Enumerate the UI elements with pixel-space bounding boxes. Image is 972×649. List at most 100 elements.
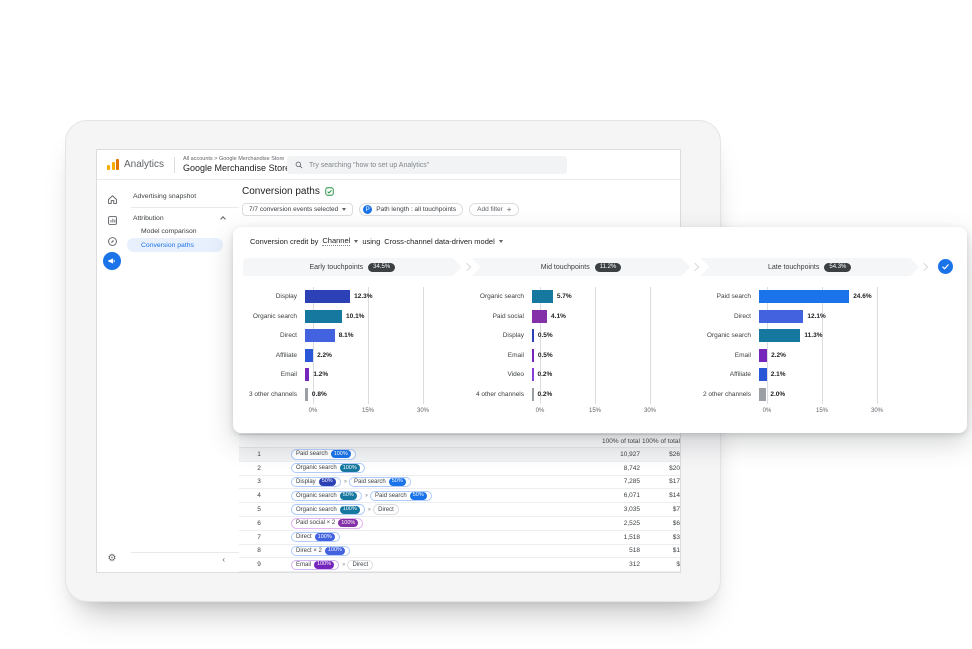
touchpoint-chart-3: Paid search 24.6% Direct 12.1% Organic searc… bbox=[701, 287, 928, 418]
add-filter-label: Add filter bbox=[477, 206, 503, 213]
path-chip[interactable]: Direct × 2 100% bbox=[291, 545, 350, 557]
row-index: 3 bbox=[257, 478, 261, 486]
touchpoint-tab-2[interactable]: Mid touchpoints 11.2% bbox=[472, 258, 691, 276]
row-index: 6 bbox=[257, 519, 261, 527]
revenue-value: $7 bbox=[672, 506, 680, 514]
path-length-filter-chip[interactable]: P Path length : all touchpoints bbox=[359, 203, 464, 216]
search-input[interactable]: Try searching "how to set up Analytics" bbox=[287, 156, 567, 174]
touchpoint-tab-1[interactable]: Early touchpoints 34.5% bbox=[243, 258, 462, 276]
account-switcher[interactable]: All accounts > Google Merchandise Store … bbox=[183, 156, 299, 173]
credit-badge: 50% bbox=[409, 491, 427, 500]
channel-label: 4 other channels bbox=[475, 390, 524, 398]
bar-track: 1.2% bbox=[305, 368, 415, 382]
advertising-icon[interactable] bbox=[103, 252, 121, 270]
path-chip-label: Organic search bbox=[296, 492, 337, 499]
sidebar-item-conversion-paths[interactable]: Conversion paths bbox=[127, 238, 223, 252]
path-chip[interactable]: Paid social × 2 100% bbox=[291, 518, 364, 529]
credit-label: Conversion credit by bbox=[250, 236, 319, 246]
bar bbox=[305, 329, 335, 343]
table-row[interactable]: 7 Direct 100% 1,518 $3 bbox=[239, 530, 680, 545]
gridline bbox=[767, 287, 768, 404]
bar bbox=[305, 290, 351, 304]
path-chip[interactable]: Direct bbox=[347, 559, 374, 571]
chevron-down-icon bbox=[354, 239, 359, 243]
path-chip[interactable]: Organic search 50% bbox=[291, 490, 362, 502]
table-row[interactable]: 1 Paid search 100% 10,927 $26 bbox=[239, 448, 680, 462]
revenue-value: $3 bbox=[672, 533, 680, 541]
analytics-app-window: Analytics All accounts > Google Merchand… bbox=[96, 149, 681, 573]
path-chip[interactable]: Paid search 50% bbox=[370, 490, 432, 502]
table-row[interactable]: 8 Direct × 2 100% 518 $1 bbox=[239, 544, 680, 559]
selected-check-icon[interactable] bbox=[938, 259, 953, 274]
reports-icon[interactable] bbox=[105, 213, 119, 227]
path-arrow-icon: ›› bbox=[342, 561, 346, 569]
conversions-value: 6,071 bbox=[623, 492, 640, 500]
sidebar-section-attribution[interactable]: Attribution bbox=[127, 212, 239, 225]
conversion-events-dropdown[interactable]: 7/7 conversion events selected bbox=[242, 203, 354, 216]
add-filter-button[interactable]: Add filter + bbox=[469, 203, 520, 216]
touchpoint-chart-2: Organic search 5.7% Paid social 4.1% Display… bbox=[474, 287, 701, 418]
plus-icon: + bbox=[506, 204, 512, 214]
row-index: 8 bbox=[257, 547, 261, 555]
bar-row: Affiliate 2.2% bbox=[247, 346, 474, 366]
bar bbox=[305, 348, 314, 362]
revenue-value: $17 bbox=[669, 478, 680, 486]
dimension-dropdown[interactable]: Channel bbox=[322, 236, 351, 246]
conversions-value: 2,525 bbox=[623, 519, 640, 527]
credit-badge: 100% bbox=[314, 560, 335, 569]
axis-tick-label: 0% bbox=[762, 408, 772, 414]
data-quality-icon[interactable] bbox=[325, 187, 334, 196]
path-chip[interactable]: Paid search 50% bbox=[349, 476, 411, 488]
bar-value-label: 12.3% bbox=[354, 293, 373, 301]
table-row[interactable]: 9 Email 100% ›› Direct 312 $ bbox=[239, 558, 680, 572]
conversions-value: 10,927 bbox=[620, 450, 640, 458]
path-chip[interactable]: Organic search 100% bbox=[291, 462, 365, 474]
path-arrow-icon: ›› bbox=[343, 478, 348, 486]
row-index: 7 bbox=[257, 533, 261, 541]
path-chip[interactable]: Direct bbox=[373, 504, 399, 515]
explore-icon[interactable] bbox=[105, 234, 119, 248]
bar bbox=[305, 387, 308, 401]
table-row[interactable]: 6 Paid social × 2 100% 2,525 $6 bbox=[239, 516, 680, 531]
bar bbox=[759, 290, 850, 304]
sidebar-item-advertising-snapshot[interactable]: Advertising snapshot bbox=[133, 193, 197, 200]
home-icon[interactable] bbox=[105, 192, 119, 206]
bar-value-label: 0.8% bbox=[311, 390, 327, 398]
path-chip[interactable]: Paid search 100% bbox=[291, 449, 356, 460]
bar-value-label: 2.0% bbox=[770, 390, 786, 398]
conversion-paths-table: 100% of total 100% of total 1 Paid search… bbox=[239, 434, 680, 572]
gridline bbox=[595, 287, 596, 404]
table-row[interactable]: 4 Organic search 50% ›› Paid search 50% 6,071 $… bbox=[239, 489, 680, 504]
credit-badge: 100% bbox=[314, 533, 335, 542]
table-row[interactable]: 5 Organic search 100% ›› Direct 3,035 $7 bbox=[239, 503, 680, 517]
touchpoint-tab-3[interactable]: Late touchpoints 54.3% bbox=[700, 258, 919, 276]
page-title: Conversion paths bbox=[242, 186, 320, 197]
settings-gear-icon[interactable]: ⚙ bbox=[107, 553, 117, 564]
bar-track: 2.2% bbox=[305, 348, 415, 362]
channel-label: 2 other channels bbox=[702, 390, 751, 398]
using-label: using bbox=[362, 236, 381, 246]
path-chip[interactable]: Direct 100% bbox=[291, 531, 340, 543]
table-row[interactable]: 3 Display 50% ›› Paid search 50% 7,285 $17 bbox=[239, 475, 680, 490]
path-cell: Organic search 100% ›› Direct bbox=[279, 504, 530, 515]
channel-label: Direct bbox=[734, 312, 751, 320]
credit-badge: 100% bbox=[339, 464, 360, 473]
channel-label: Display bbox=[275, 293, 297, 301]
table-row[interactable]: 2 Organic search 100% 8,742 $20 bbox=[239, 461, 680, 476]
path-chip[interactable]: Email 100% bbox=[291, 559, 340, 571]
bar-value-label: 0.5% bbox=[537, 351, 553, 359]
sidebar-item-model-comparison[interactable]: Model comparison bbox=[141, 228, 197, 235]
channel-label: Email bbox=[507, 351, 524, 359]
model-dropdown[interactable]: Cross-channel data-driven model bbox=[384, 236, 495, 246]
path-chip-label: Direct bbox=[296, 534, 312, 541]
path-arrow-icon: ›› bbox=[367, 506, 372, 514]
sidebar-nav: Advertising snapshot Attribution Model c… bbox=[127, 180, 239, 572]
conversions-value: 1,518 bbox=[623, 533, 640, 541]
path-chip[interactable]: Display 50% bbox=[291, 476, 341, 488]
sidebar-collapse[interactable]: ‹ bbox=[131, 552, 239, 564]
bar-row: Paid search 24.6% bbox=[701, 287, 928, 307]
path-cell: Display 50% ›› Paid search 50% bbox=[279, 476, 530, 488]
chart-plot: Paid search 24.6% Direct 12.1% Organic searc… bbox=[701, 287, 928, 404]
revenue-value: $ bbox=[676, 561, 680, 569]
path-chip[interactable]: Organic search 100% bbox=[291, 504, 365, 515]
